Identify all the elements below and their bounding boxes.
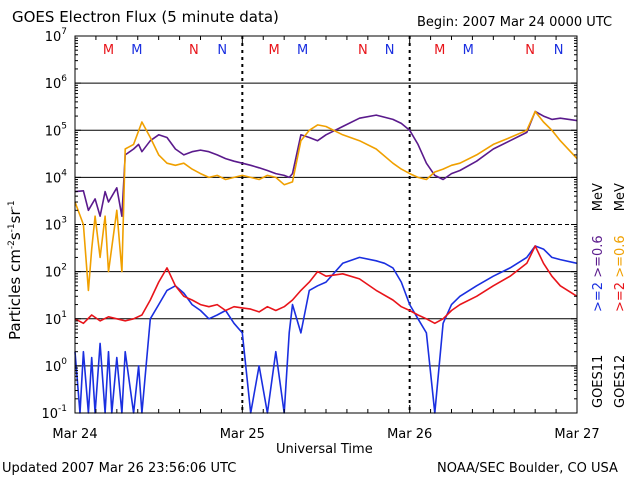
y-tick-label: 101	[45, 310, 67, 328]
marker-label: N	[189, 43, 199, 58]
legend-goes11: GOES11	[591, 355, 606, 408]
marker-label: N	[385, 43, 395, 58]
y-tick-label: 105	[45, 121, 67, 139]
marker-label: M	[269, 43, 280, 58]
y-tick-label: 102	[45, 263, 67, 281]
plot-border	[74, 35, 578, 414]
series-line	[74, 245, 578, 414]
legend-ch06-purple: >=0.6	[591, 235, 606, 278]
marker-label: N	[525, 43, 535, 58]
axis-ticks: 10-1 100 101 102 103 104 105 106 107 Mar 24 Mar 25…	[41, 27, 599, 442]
y-axis-label-text: Particles cm-2s-1sr-1	[6, 200, 24, 340]
series-line	[74, 110, 578, 217]
y-tick-label: 10-1	[41, 404, 67, 422]
series-line	[74, 110, 578, 292]
marker-label: M	[131, 43, 142, 58]
marker-label: N	[358, 43, 368, 58]
marker-label: N	[217, 43, 227, 58]
credit-label: NOAA/SEC Boulder, CO USA	[437, 461, 618, 476]
marker-label: M	[103, 43, 114, 58]
x-tick-label: Mar 24	[52, 427, 97, 442]
x-tick-label: Mar 25	[220, 427, 265, 442]
legend-ch2-red: >=2	[613, 281, 628, 312]
chart-title: GOES Electron Flux (5 minute data)	[12, 8, 279, 26]
y-tick-label: 100	[45, 357, 68, 375]
legend-mev-lo: MeV	[591, 183, 606, 212]
legend-mev-hi: MeV	[613, 183, 628, 212]
updated-timestamp: Updated 2007 Mar 26 23:56:06 UTC	[2, 461, 237, 476]
legend-goes12-label: GOES12	[613, 354, 628, 408]
marker-label: N	[554, 43, 564, 58]
y-tick-label: 106	[45, 74, 68, 92]
legend-goes11-channels: >=2 >=0.6 MeV	[591, 183, 606, 312]
legend-goes12-channels: >=2 >=0.6 MeV	[613, 183, 628, 312]
plot-frame	[74, 35, 578, 414]
y-tick-label: 103	[45, 216, 67, 234]
y-tick-label: 107	[45, 27, 67, 45]
legend-ch2-blue: >=2	[591, 281, 606, 312]
series-lines	[74, 110, 578, 414]
x-tick-label: Mar 26	[387, 427, 432, 442]
legend-goes11-label: GOES11	[591, 354, 606, 408]
marker-label: M	[463, 43, 474, 58]
y-tick-label: 104	[45, 168, 68, 186]
series-line	[74, 245, 578, 325]
marker-label: M	[297, 43, 308, 58]
y-axis-label: Particles cm-2s-1sr-1	[6, 200, 24, 340]
x-tick-label: Mar 27	[554, 427, 599, 442]
legend-ch06-orange: >=0.6	[613, 235, 628, 278]
grid-lines	[75, 36, 577, 413]
begin-time-label: Begin: 2007 Mar 24 0000 UTC	[417, 15, 613, 30]
marker-label: M	[434, 43, 445, 58]
legend-goes12: GOES12	[613, 355, 628, 408]
x-axis-label: Universal Time	[276, 442, 373, 457]
